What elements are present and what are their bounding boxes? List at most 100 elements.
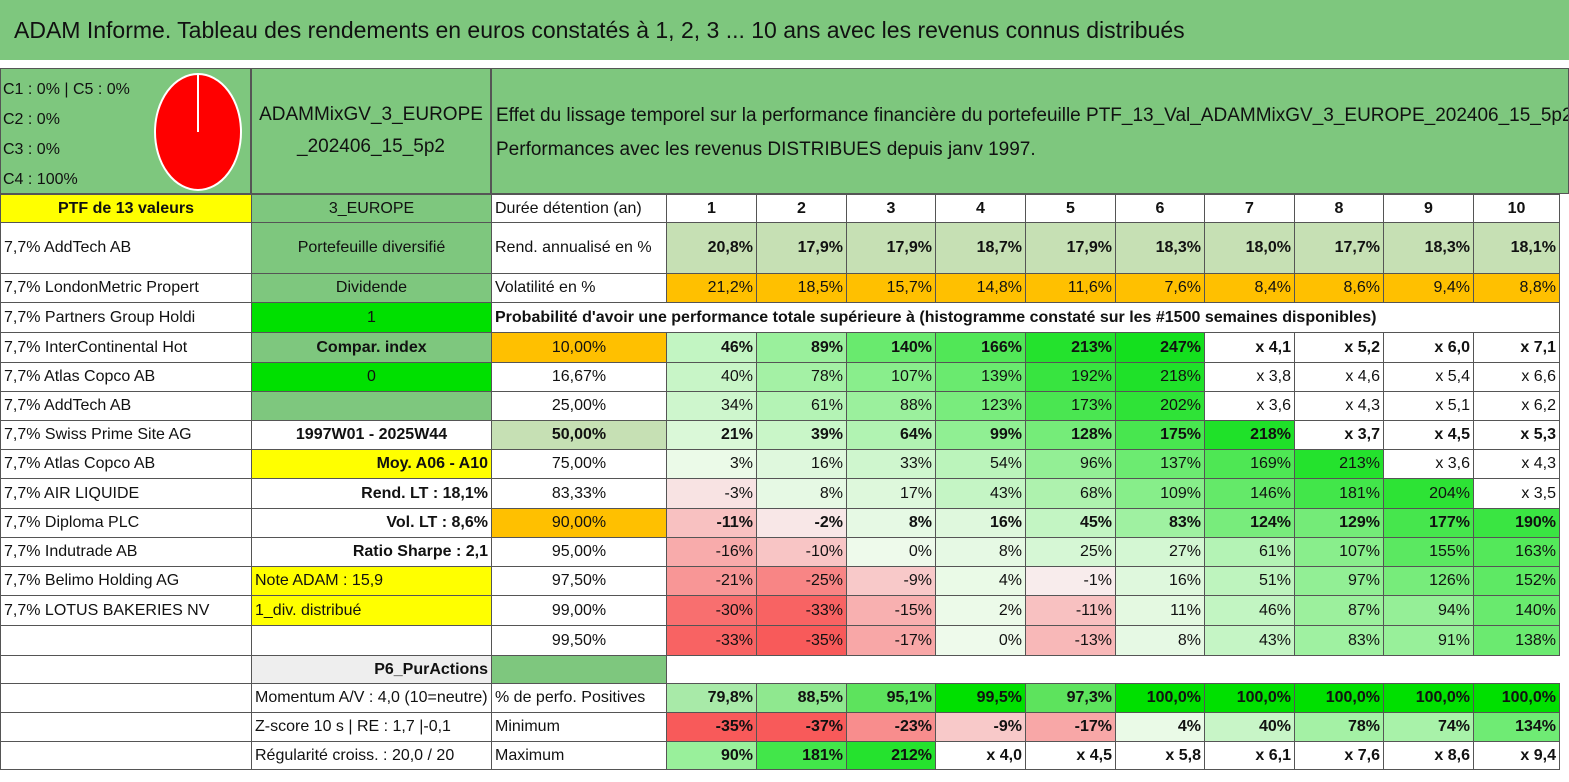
prob-value: 78% [756, 362, 847, 392]
prob-value: -35% [756, 625, 847, 656]
prob-value: 213% [1294, 449, 1384, 479]
rend-value: 18,3% [1115, 222, 1205, 274]
empty-side-cell [251, 391, 492, 421]
prob-row: 7,7% Atlas Copco AB 0 16,67% 40% 78% 107% 139%… [0, 362, 1560, 392]
probability-level: 75,00% [491, 449, 667, 479]
summary-value: 78% [1294, 712, 1384, 742]
prob-value: 155% [1383, 537, 1474, 567]
probability-level: 16,67% [491, 362, 667, 392]
compar-value: 0 [251, 362, 492, 392]
prob-value: x 3,6 [1383, 449, 1474, 479]
prob-value: 97% [1294, 566, 1384, 596]
summary-value: -9% [935, 712, 1026, 742]
summary-value: x 4,0 [935, 741, 1026, 770]
prob-value: 64% [846, 420, 936, 450]
empty-band [666, 655, 1560, 684]
prob-value: -30% [666, 595, 757, 626]
year-header: 6 [1115, 194, 1205, 223]
prob-value: 126% [1383, 566, 1474, 596]
prob-title: Probabilité d'avoir une performance tota… [491, 302, 1560, 333]
prob-value: x 6,6 [1473, 362, 1560, 392]
prob-value: 173% [1025, 391, 1116, 421]
vol-value: 9,4% [1383, 273, 1474, 303]
prob-value: x 5,1 [1383, 391, 1474, 421]
prob-value: 8% [756, 478, 847, 509]
prob-value: 51% [1204, 566, 1295, 596]
prob-row: 7,7% InterContinental Hot Compar. index 10… [0, 332, 1560, 363]
rend-row: 7,7% AddTech AB Portefeuille diversifié Re… [0, 222, 1560, 274]
holding-item: 7,7% Swiss Prime Site AG [0, 420, 252, 450]
prob-value: 89% [756, 332, 847, 363]
prob-value: -11% [666, 508, 757, 538]
zscore-label: Z-score 10 s | RE : 1,7 |-0,1 [251, 712, 492, 742]
rend-value: 17,7% [1294, 222, 1384, 274]
prob-value: 40% [666, 362, 757, 392]
summary-value: 97,3% [1025, 683, 1116, 713]
prob-value: x 4,5 [1383, 420, 1474, 450]
summary-label: % de perfo. Positives [491, 683, 667, 713]
p6-row: P6_PurActions [0, 655, 1560, 684]
rend-value: 18,3% [1383, 222, 1474, 274]
ptf-count: PTF de 13 valeurs [0, 194, 252, 223]
holding-item: 7,7% Atlas Copco AB [0, 449, 252, 479]
fund-name: ADAMMixGV_3_EUROPE_202406_15_5p2 [251, 68, 491, 194]
prob-value: x 3,7 [1294, 420, 1384, 450]
zone-label: 3_EUROPE [251, 194, 492, 223]
rend-value: 17,9% [756, 222, 847, 274]
prob-value: 190% [1473, 508, 1560, 538]
description-block: Effet du lissage temporel sur la perform… [491, 68, 1569, 194]
holding-item: 7,7% Atlas Copco AB [0, 362, 252, 392]
prob-value: 61% [756, 391, 847, 421]
prob-value: 177% [1383, 508, 1474, 538]
summary-value: 181% [756, 741, 847, 770]
prob-value: 33% [846, 449, 936, 479]
prob-value: x 3,8 [1204, 362, 1295, 392]
probability-level: 10,00% [491, 332, 667, 363]
prob-value: x 3,5 [1473, 478, 1560, 509]
regularite-label: Régularité croiss. : 20,0 / 20 [251, 741, 492, 770]
prob-value: 21% [666, 420, 757, 450]
prob-value: 213% [1025, 332, 1116, 363]
prob-value: 169% [1204, 449, 1295, 479]
prob-value: 2% [935, 595, 1026, 626]
summary-value: x 6,1 [1204, 741, 1295, 770]
year-header: 4 [935, 194, 1026, 223]
summary-value: 100,0% [1473, 683, 1560, 713]
prob-value: 25% [1025, 537, 1116, 567]
vol-value: 8,4% [1204, 273, 1295, 303]
allocation-legend: C1 : 0% | C5 : 0% C2 : 0% C3 : 0% C4 : 1… [3, 75, 130, 193]
prob-value: 11% [1115, 595, 1205, 626]
summary-value: 100,0% [1115, 683, 1205, 713]
holding-item: 7,7% AIR LIQUIDE [0, 478, 252, 509]
allocation-c4: C4 : 100% [3, 171, 78, 188]
empty-holding-cell [0, 625, 252, 656]
prob-value: 88% [846, 391, 936, 421]
prob-value: 94% [1383, 595, 1474, 626]
summary-value: 88,5% [756, 683, 847, 713]
holding-item: 7,7% AddTech AB [0, 222, 252, 274]
holding-item: 7,7% AddTech AB [0, 391, 252, 421]
dividend-label: Dividende [251, 273, 492, 303]
rend-value: 18,1% [1473, 222, 1560, 274]
rend-lt-label: Rend. LT : 18,1% [251, 478, 492, 509]
summary-value: x 8,6 [1383, 741, 1474, 770]
vol-value: 8,8% [1473, 273, 1560, 303]
prob-row: 7,7% Indutrade AB Ratio Sharpe : 2,1 95,00… [0, 537, 1560, 567]
prob-value: -13% [1025, 625, 1116, 656]
prob-value: 129% [1294, 508, 1384, 538]
holding-item: 7,7% Belimo Holding AG [0, 566, 252, 596]
summary-row: Z-score 10 s | RE : 1,7 |-0,1 Minimum -35%… [0, 712, 1560, 742]
prob-value: 46% [1204, 595, 1295, 626]
holding-item: 7,7% LOTUS BAKERIES NV [0, 595, 252, 626]
summary-value: 100,0% [1294, 683, 1384, 713]
prob-value: 46% [666, 332, 757, 363]
prob-value: 175% [1115, 420, 1205, 450]
prob-value: 34% [666, 391, 757, 421]
prob-value: -11% [1025, 595, 1116, 626]
prob-value: 83% [1294, 625, 1384, 656]
prob-value: 0% [935, 625, 1026, 656]
summary-value: 74% [1383, 712, 1474, 742]
prob-value: x 3,6 [1204, 391, 1295, 421]
vol-row: 7,7% LondonMetric Propert Dividende Volati… [0, 273, 1560, 303]
